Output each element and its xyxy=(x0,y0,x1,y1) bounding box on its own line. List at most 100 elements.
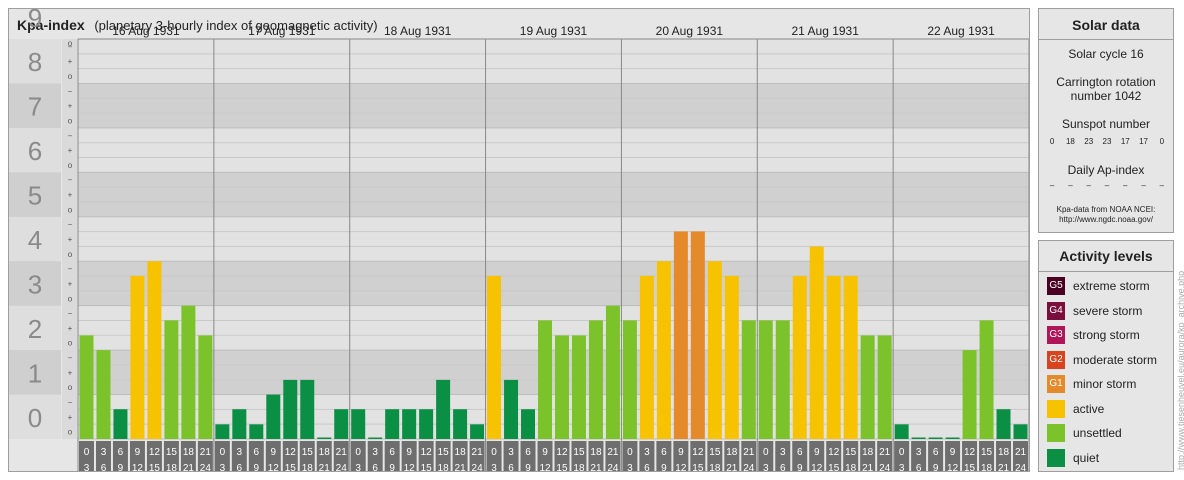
kp-bar xyxy=(809,246,824,439)
level-label: moderate storm xyxy=(1073,352,1158,367)
interval-box xyxy=(265,441,281,471)
y-band xyxy=(9,172,61,217)
interval-end-label: 15 xyxy=(421,463,433,471)
sunspot-value: 0 xyxy=(1159,137,1165,146)
y-minor-mark: − xyxy=(68,87,73,96)
kp-bar xyxy=(843,275,858,439)
interval-end-label: 6 xyxy=(101,463,107,471)
interval-start-label: 0 xyxy=(220,447,226,458)
y-minor-mark: + xyxy=(68,146,73,155)
interval-box xyxy=(79,441,94,471)
kp-bar xyxy=(656,261,671,439)
interval-box xyxy=(690,441,706,471)
interval-box xyxy=(911,441,927,471)
sunspot-value: 17 xyxy=(1120,137,1130,146)
interval-end-label: 24 xyxy=(472,463,484,471)
kp-bar xyxy=(588,320,603,439)
solar-title-bar xyxy=(1039,9,1173,40)
ap-value: – xyxy=(1159,181,1165,190)
kp-bar xyxy=(249,424,264,439)
level-row: unsettled xyxy=(1047,424,1171,442)
ap-value: – xyxy=(1086,181,1091,190)
minor-mark-column xyxy=(62,39,77,439)
interval-start-label: 21 xyxy=(743,447,755,458)
interval-end-label: 3 xyxy=(491,463,497,471)
interval-start-label: 0 xyxy=(491,447,497,458)
interval-start-label: 0 xyxy=(763,447,769,458)
interval-box xyxy=(350,441,366,471)
y-minor-mark: o xyxy=(68,294,73,303)
sunspot-value: 18 xyxy=(1065,137,1075,146)
kp-bar xyxy=(877,335,892,439)
interval-box xyxy=(129,441,145,471)
interval-end-label: 3 xyxy=(84,463,90,471)
kp-bar xyxy=(385,409,400,439)
interval-box xyxy=(112,441,128,471)
interval-end-label: 24 xyxy=(1015,463,1027,471)
interval-end-label: 6 xyxy=(780,463,786,471)
interval-end-label: 6 xyxy=(237,463,243,471)
interval-end-label: 18 xyxy=(166,463,178,471)
interval-box xyxy=(214,441,230,471)
interval-end-label: 21 xyxy=(183,463,195,471)
day-label: 19 Aug 1931 xyxy=(520,24,588,38)
y-minor-mark: o xyxy=(68,116,73,125)
y-band xyxy=(9,216,61,262)
kpa-chart-panel: Kpa-index (planetary 3-hourly index of g… xyxy=(8,8,1030,472)
interval-box xyxy=(418,441,434,471)
kp-bar xyxy=(198,335,213,439)
bg-band xyxy=(78,216,1029,262)
kp-bar xyxy=(639,275,654,439)
interval-box xyxy=(384,441,400,471)
interval-box xyxy=(1013,441,1028,471)
interval-start-label: 3 xyxy=(101,447,107,458)
y-band xyxy=(9,83,61,128)
kp-bar xyxy=(1013,424,1028,439)
interval-start-label: 21 xyxy=(472,447,484,458)
interval-box xyxy=(367,441,383,471)
sunspot-value: 0 xyxy=(1049,137,1055,146)
day-label: 21 Aug 1931 xyxy=(792,24,860,38)
interval-end-label: 9 xyxy=(118,463,124,471)
interval-start-label: 0 xyxy=(84,447,90,458)
interval-box xyxy=(877,441,893,471)
interval-box xyxy=(299,441,315,471)
kp-bar xyxy=(962,350,977,439)
level-swatch xyxy=(1047,424,1065,442)
interval-end-label: 21 xyxy=(319,463,331,471)
interval-box xyxy=(520,441,536,471)
interval-start-label: 15 xyxy=(709,447,721,458)
sunspot-value: 23 xyxy=(1084,137,1094,146)
day-label: 22 Aug 1931 xyxy=(927,24,995,38)
interval-end-label: 12 xyxy=(811,463,823,471)
bg-band xyxy=(78,39,1029,84)
bg-band xyxy=(78,127,1029,173)
interval-box xyxy=(809,441,825,471)
chart-subtitle: (planetary 3-hourly index of geomagnetic… xyxy=(94,18,378,33)
interval-start-label: 12 xyxy=(964,447,976,458)
y-minor-mark: o xyxy=(68,428,73,437)
kp-bar xyxy=(775,320,790,439)
bg-band xyxy=(78,172,1029,217)
interval-box xyxy=(860,441,876,471)
source-line2: http://www.ngdc.noaa.gov/ xyxy=(1059,215,1153,224)
kp-bar xyxy=(571,335,586,439)
interval-start-label: 9 xyxy=(271,447,277,458)
kp-bar xyxy=(945,437,960,439)
ap-value: – xyxy=(1068,181,1073,190)
interval-start-label: 12 xyxy=(285,447,297,458)
interval-box xyxy=(554,441,570,471)
interval-end-label: 24 xyxy=(607,463,619,471)
kp-bar xyxy=(232,409,247,439)
interval-box xyxy=(962,441,978,471)
interval-start-label: 15 xyxy=(166,447,178,458)
kp-bar xyxy=(419,409,434,439)
interval-box xyxy=(622,441,638,471)
interval-start-label: 18 xyxy=(183,447,195,458)
interval-end-label: 15 xyxy=(828,463,840,471)
level-row: G5 extreme storm xyxy=(1047,277,1171,295)
interval-box xyxy=(741,441,757,471)
kp-bar xyxy=(741,320,756,439)
solar-cycle: Solar cycle 16 xyxy=(1068,47,1144,61)
level-label: minor storm xyxy=(1073,377,1137,391)
